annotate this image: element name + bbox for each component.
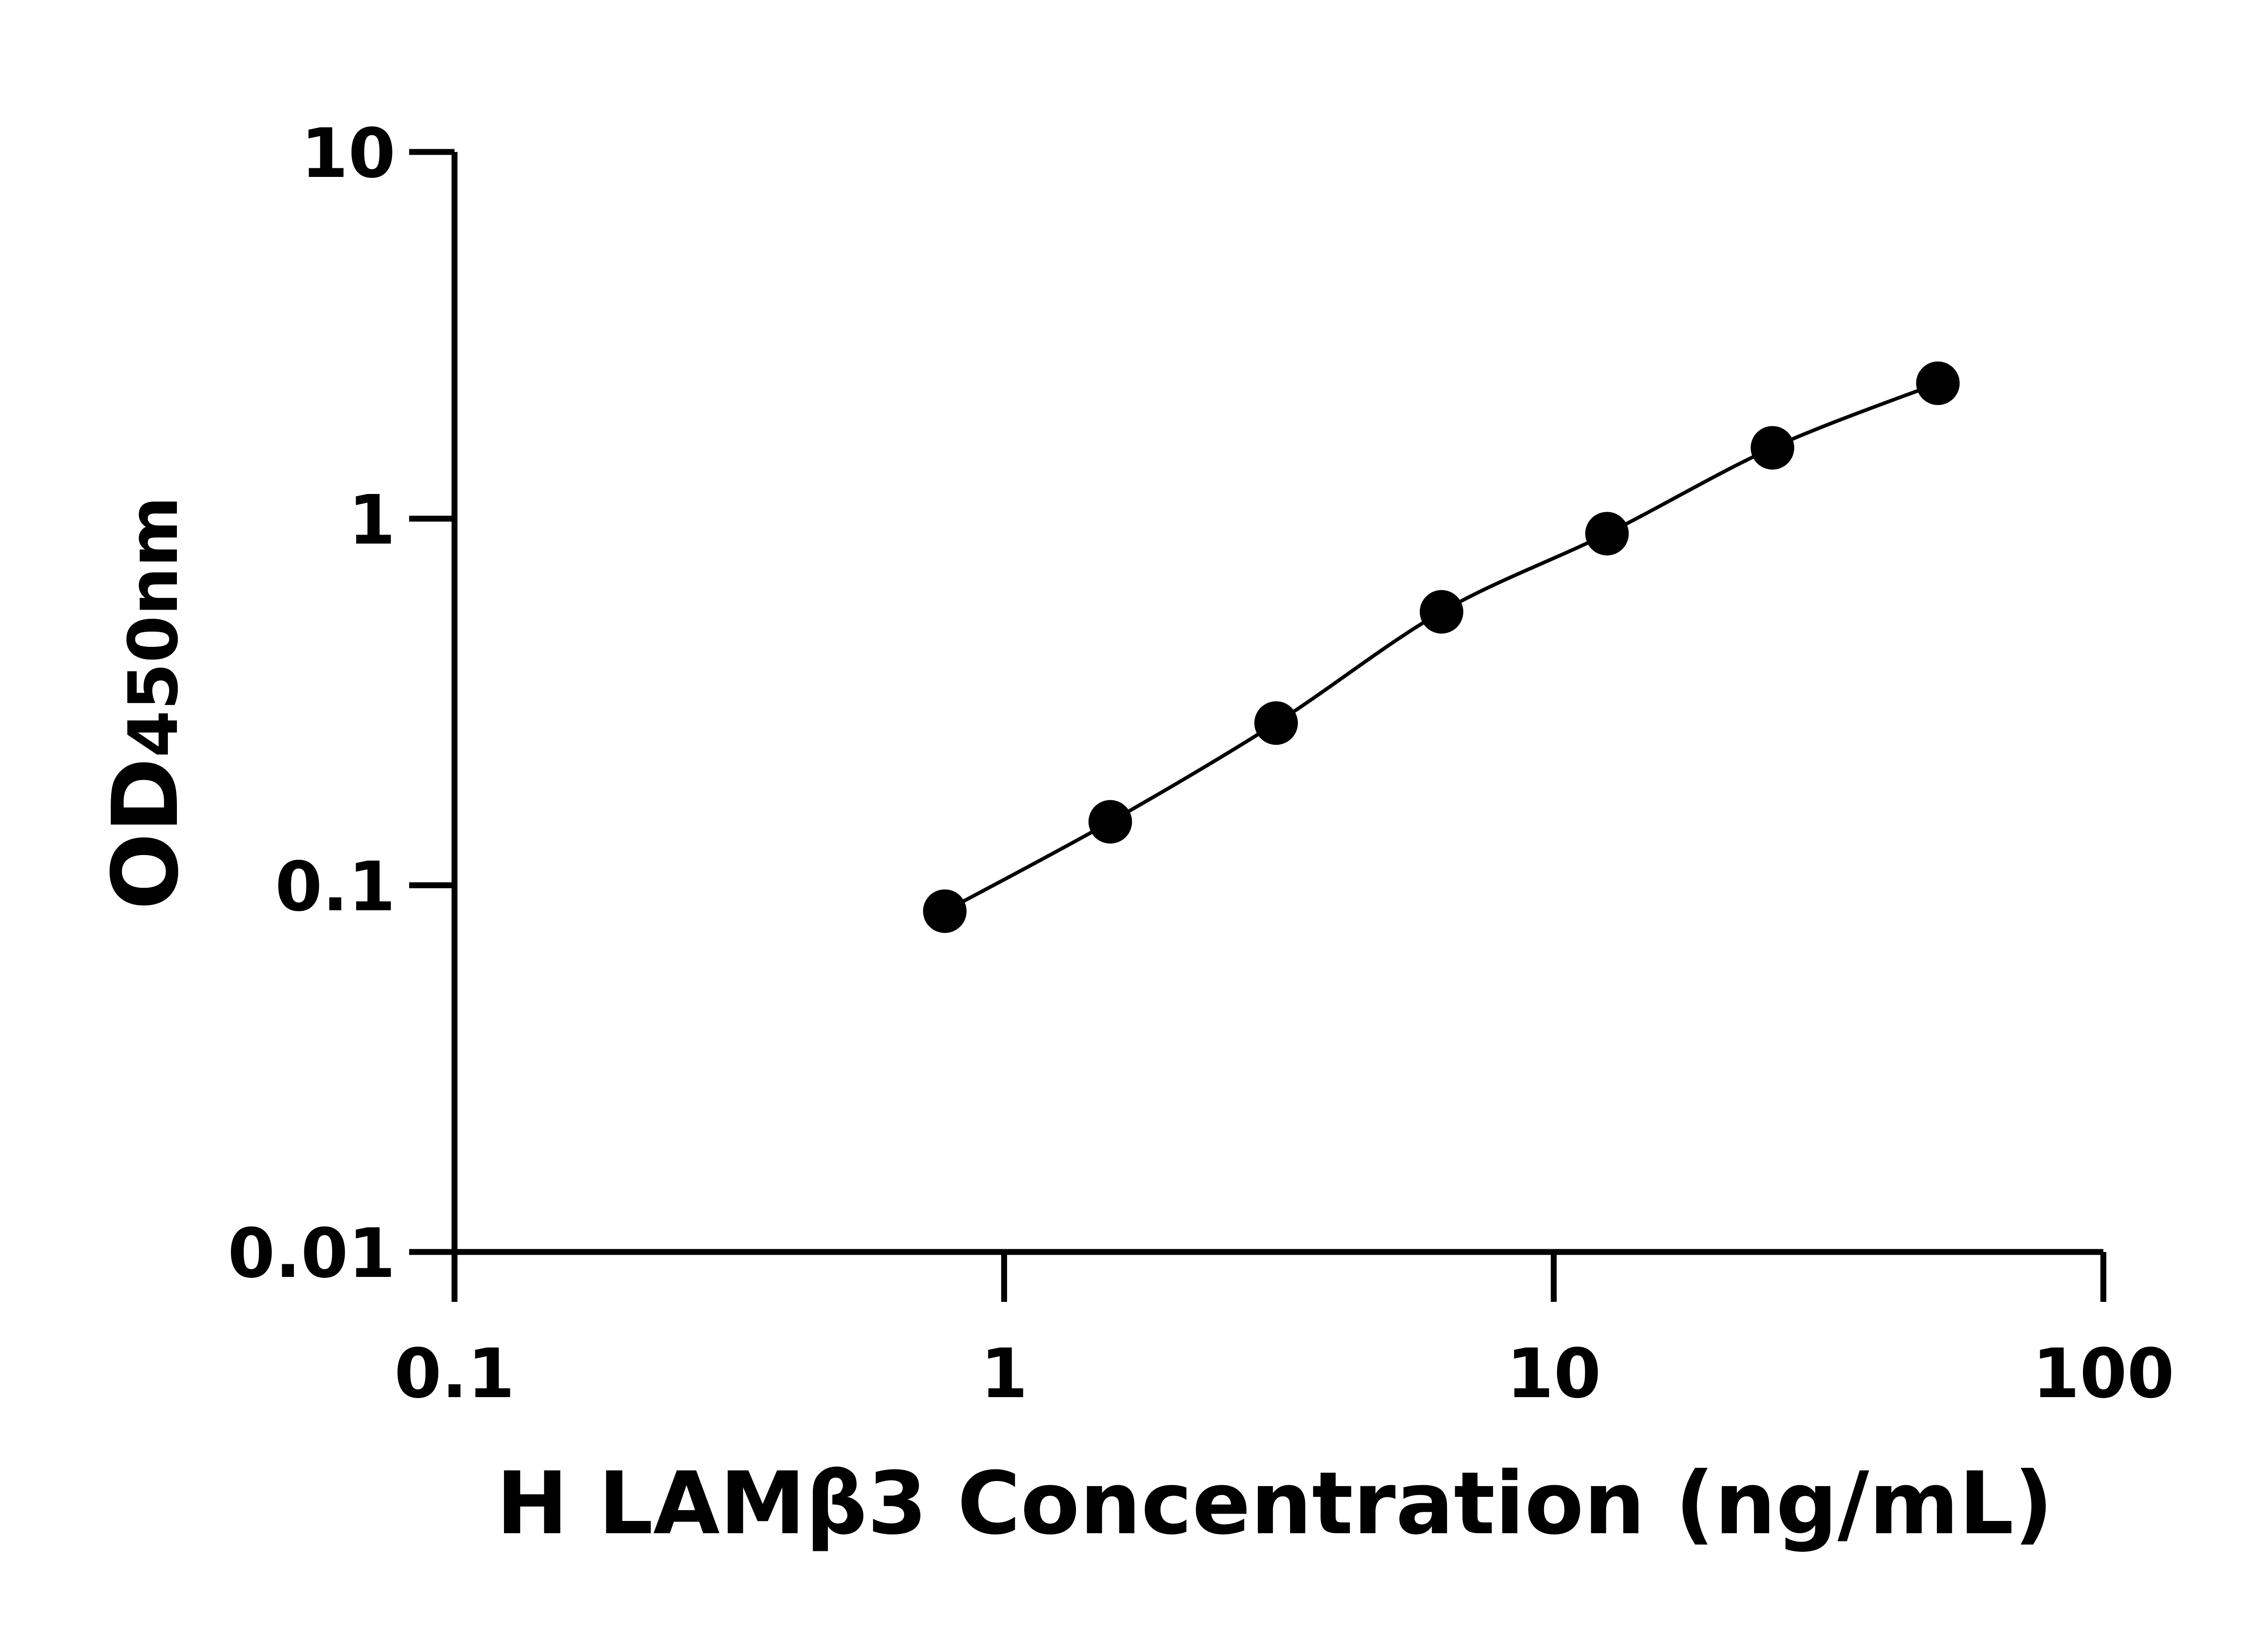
data-point <box>1254 701 1298 745</box>
y-tick-label: 0.1 <box>275 848 396 927</box>
y-tick-label: 0.01 <box>228 1214 396 1293</box>
x-tick-label: 10 <box>1506 1335 1601 1413</box>
x-tick-label: 1 <box>980 1335 1027 1413</box>
data-point <box>1088 800 1132 844</box>
data-point <box>1420 590 1464 634</box>
y-tick-label: 1 <box>348 481 396 560</box>
x-tick-label: 0.1 <box>394 1335 515 1413</box>
y-axis-label-sub: 450nm <box>114 496 193 758</box>
y-tick-labels: 0.01 0.1 1 10 <box>228 114 396 1293</box>
data-point <box>1750 426 1794 470</box>
data-point <box>923 889 967 933</box>
y-axis-label: OD450nm <box>93 496 199 910</box>
y-axis-label-main: OD <box>93 758 199 910</box>
data-points-layer <box>923 361 1960 933</box>
y-tick-label: 10 <box>301 114 396 193</box>
axes <box>409 149 2107 1302</box>
x-tick-labels: 0.1 1 10 100 <box>394 1335 2174 1413</box>
data-point <box>1585 512 1629 556</box>
data-point <box>1916 361 1960 405</box>
x-tick-label: 100 <box>2032 1335 2174 1413</box>
x-axis-label: H LAMβ3 Concentration (ng/mL) <box>496 1453 2053 1554</box>
